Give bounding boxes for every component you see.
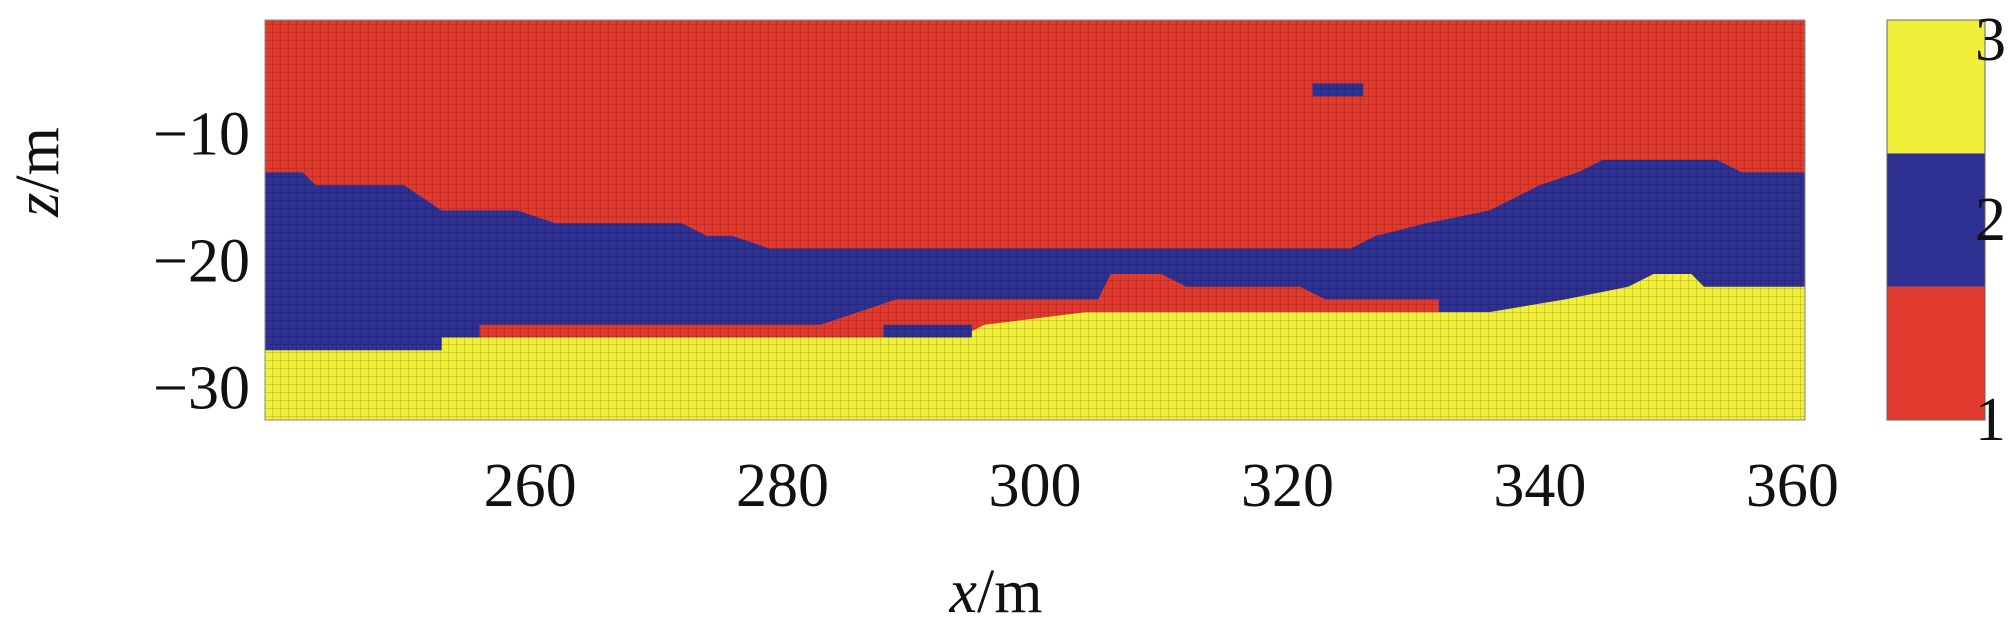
x-tick-label: 260 [484,452,577,520]
y-tick-label: −10 [153,100,250,168]
y-axis-var: z [4,193,72,218]
colorbar-tick-label: 3 [1975,6,2006,74]
y-tick-label: −20 [153,227,250,295]
plot-frame [264,19,1806,421]
x-tick-label: 320 [1241,452,1334,520]
y-tick-label: −30 [153,354,250,422]
x-axis-label: x/m [949,558,1043,624]
x-tick-label: 300 [989,452,1082,520]
x-tick-label: 360 [1746,452,1839,520]
x-tick-labels: 260 280 300 320 340 360 [484,452,1839,520]
y-tick-labels: −10 −20 −30 [153,100,250,422]
colorbar [1886,19,1986,421]
colorbar-segment-2 [1887,153,1985,287]
x-tick-label: 340 [1493,452,1586,520]
x-tick-label: 280 [736,452,829,520]
colorbar-tick-label: 1 [1975,386,2006,454]
cell-grid [265,20,1805,420]
plot-area [264,19,1806,421]
colorbar-segment-1 [1887,286,1985,420]
colorbar-segment-3 [1887,20,1985,154]
colorbar-tick-label: 2 [1975,186,2006,254]
x-axis-unit: /m [977,558,1042,624]
y-axis-unit: /m [4,127,72,192]
y-axis-label: z/m [4,127,72,218]
colorbar-tick-labels: 1 2 3 [1975,6,2006,454]
x-axis-var: x [949,558,978,624]
colorbar-frame [1886,19,1986,421]
